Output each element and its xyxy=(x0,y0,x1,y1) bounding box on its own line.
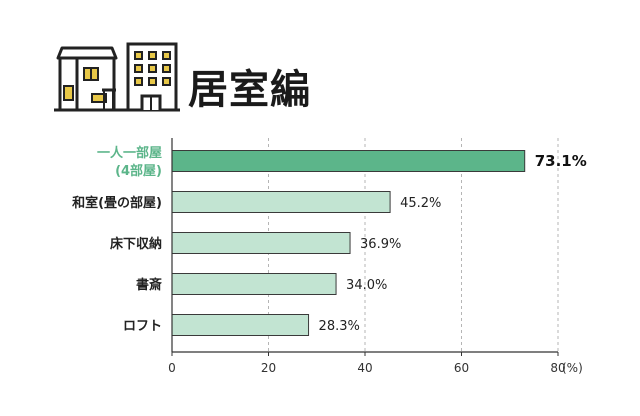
category-label: 床下収納 xyxy=(110,236,162,252)
x-tick-label: 40 xyxy=(357,361,372,375)
x-axis-unit: (%) xyxy=(562,361,583,375)
bar xyxy=(171,232,351,254)
data-label: 45.2% xyxy=(400,196,441,211)
bar xyxy=(171,191,391,213)
bar xyxy=(171,150,526,172)
data-label: 28.3% xyxy=(319,319,360,334)
bars xyxy=(171,150,526,336)
x-tick-label: 60 xyxy=(454,361,469,375)
category-label: 和室(畳の部屋) xyxy=(72,195,162,211)
x-tick-label: 0 xyxy=(168,361,176,375)
x-tick-label: 20 xyxy=(261,361,276,375)
bar xyxy=(171,314,310,336)
bar xyxy=(171,273,337,295)
category-label: 書斎 xyxy=(136,277,162,293)
data-label: 36.9% xyxy=(360,237,401,252)
data-label: 34.0% xyxy=(346,278,387,293)
category-label-sub: (4部屋) xyxy=(115,163,162,179)
house-and-building-icon xyxy=(54,42,180,112)
x-tick-label: 80 xyxy=(550,361,565,375)
data-label: 73.1% xyxy=(535,152,587,170)
labels: 73.1% 一人一部屋 (4部屋) 45.2% 和室(畳の部屋) 36.9% 床下収納 34.… xyxy=(72,145,587,334)
chart-title: 居室編 xyxy=(188,67,311,113)
category-label: ロフト xyxy=(123,319,162,334)
axes: 0 20 40 60 80(%) xyxy=(168,138,583,375)
category-label: 一人一部屋 xyxy=(97,145,162,161)
header: 居室編 xyxy=(0,0,640,125)
